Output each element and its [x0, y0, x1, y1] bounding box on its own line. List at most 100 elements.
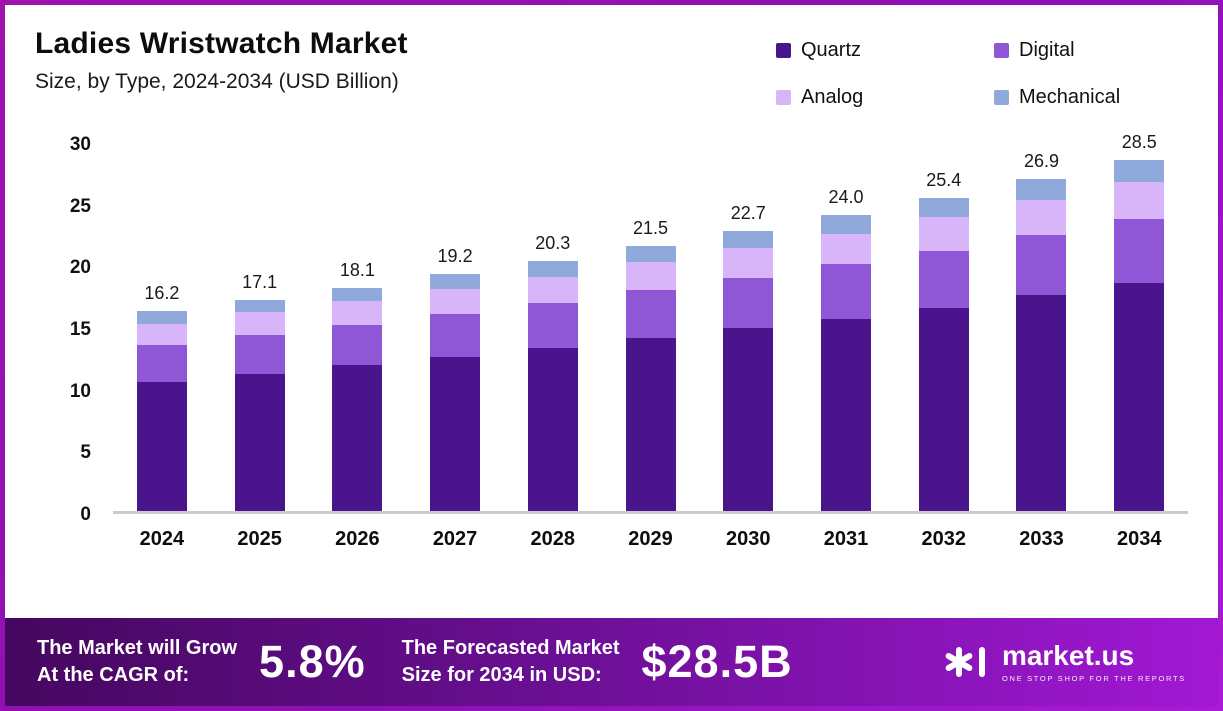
bar-column-2026: 18.1 — [308, 260, 406, 511]
bar-segment-digital[interactable] — [821, 264, 871, 319]
bar-total-label: 17.1 — [242, 272, 278, 293]
bar-segment-analog[interactable] — [723, 248, 774, 278]
bar-segment-quartz[interactable] — [332, 365, 383, 511]
bar-segment-digital[interactable] — [918, 250, 969, 308]
cagr-label-line2: At the CAGR of: — [37, 664, 190, 686]
bar-segment-quartz[interactable] — [625, 338, 676, 511]
legend-item-mechanical[interactable]: Mechanical — [994, 86, 1174, 109]
bar-segment-quartz[interactable] — [1114, 282, 1165, 511]
y-tick-label: 30 — [69, 134, 91, 155]
bar-segment-quartz[interactable] — [136, 381, 187, 511]
y-tick-label: 25 — [69, 195, 91, 217]
bar-segment-digital[interactable] — [1114, 218, 1165, 283]
bar-segment-digital[interactable] — [234, 334, 285, 375]
bar-segment-mechanical[interactable] — [821, 215, 871, 234]
legend-swatch-quartz — [776, 43, 791, 58]
forecast-value: $28.5B — [641, 636, 793, 687]
stacked-bar-2030[interactable] — [723, 231, 774, 511]
x-tick-label: 2031 — [823, 528, 869, 550]
legend-swatch-mechanical — [994, 90, 1009, 105]
stacked-bar-2031[interactable] — [821, 215, 871, 511]
stacked-bar-2032[interactable] — [918, 197, 969, 511]
bar-segment-mechanical[interactable] — [625, 245, 676, 262]
stacked-bar-2025[interactable] — [234, 300, 285, 511]
bar-segment-quartz[interactable] — [918, 307, 969, 511]
bar-segment-analog[interactable] — [234, 312, 285, 335]
bar-total-label: 18.1 — [339, 259, 375, 280]
bar-column-2034: 28.5 — [1090, 132, 1188, 511]
bar-column-2025: 17.1 — [211, 272, 309, 511]
x-tick-label: 2024 — [139, 528, 185, 550]
bar-segment-quartz[interactable] — [527, 348, 578, 511]
bar-total-label: 19.2 — [437, 246, 473, 267]
legend-item-analog[interactable]: Analog — [776, 86, 994, 109]
bar-segment-analog[interactable] — [625, 261, 676, 291]
stacked-bar-2027[interactable] — [430, 274, 481, 511]
bar-segment-mechanical[interactable] — [136, 311, 187, 324]
bar-segment-mechanical[interactable] — [430, 274, 481, 290]
x-tick-label: 2034 — [1116, 528, 1162, 550]
bar-segment-analog[interactable] — [136, 323, 187, 345]
bar-segment-digital[interactable] — [1016, 234, 1067, 296]
bar-segment-digital[interactable] — [527, 302, 578, 349]
bar-segment-analog[interactable] — [1114, 181, 1165, 219]
bar-segment-quartz[interactable] — [1016, 295, 1067, 511]
bar-total-label: 22.7 — [730, 203, 766, 224]
bar-segment-digital[interactable] — [625, 290, 676, 339]
chart-card: Ladies Wristwatch Market Size, by Type, … — [5, 5, 1218, 706]
marketus-logo-icon — [945, 647, 985, 677]
y-tick-label: 15 — [69, 319, 91, 340]
bar-segment-mechanical[interactable] — [332, 287, 383, 302]
bar-segment-digital[interactable] — [136, 344, 187, 382]
bar-column-2029: 21.5 — [602, 218, 700, 511]
stacked-bar-2033[interactable] — [1016, 179, 1067, 511]
stacked-bar-2024[interactable] — [136, 311, 187, 511]
legend-swatch-digital — [994, 43, 1009, 58]
chart-section: Ladies Wristwatch Market Size, by Type, … — [5, 5, 1218, 618]
bar-segment-analog[interactable] — [332, 301, 383, 325]
logo-tagline: ONE STOP SHOP FOR THE REPORTS — [1001, 673, 1186, 683]
bar-segment-analog[interactable] — [1016, 200, 1067, 235]
bar-column-2028: 20.3 — [504, 233, 602, 511]
forecast-label: The Forecasted Market Size for 2034 in U… — [402, 635, 620, 689]
bar-segment-mechanical[interactable] — [527, 260, 578, 277]
bar-segment-quartz[interactable] — [821, 318, 871, 511]
bar-segment-mechanical[interactable] — [723, 231, 774, 249]
legend-label: Analog — [801, 86, 864, 108]
stacked-bar-2034[interactable] — [1114, 159, 1165, 511]
bar-segment-digital[interactable] — [430, 313, 481, 357]
plot-area: 16.2 17.1 18.1 19.2 20.3 21.5 22.7 24.0 25.4 26.9… — [113, 132, 1188, 514]
bar-segment-mechanical[interactable] — [918, 197, 969, 218]
stacked-bar-2028[interactable] — [527, 260, 578, 511]
bar-segment-analog[interactable] — [821, 233, 871, 265]
bar-segment-quartz[interactable] — [430, 356, 481, 511]
bar-segment-digital[interactable] — [723, 277, 774, 329]
legend: Quartz Digital Analog Mechanical — [776, 39, 1174, 109]
stacked-bar-2026[interactable] — [332, 287, 383, 511]
x-tick-label: 2029 — [628, 528, 673, 550]
bar-total-label: 28.5 — [1121, 131, 1157, 152]
bar-column-2030: 22.7 — [699, 203, 797, 511]
bar-segment-mechanical[interactable] — [1016, 179, 1067, 201]
legend-label: Digital — [1019, 39, 1075, 61]
bar-column-2033: 26.9 — [993, 151, 1091, 511]
legend-item-digital[interactable]: Digital — [994, 39, 1174, 62]
legend-label: Quartz — [801, 39, 862, 61]
bar-segment-analog[interactable] — [430, 289, 481, 314]
bar-segment-mechanical[interactable] — [1114, 159, 1165, 182]
bar-segment-analog[interactable] — [527, 276, 578, 303]
bar-total-label: 21.5 — [633, 217, 669, 238]
bar-segment-mechanical[interactable] — [234, 300, 285, 313]
bar-segment-digital[interactable] — [332, 324, 383, 366]
x-axis: 2024 2025 2026 2027 2028 2029 2030 2031 2032 2033… — [113, 528, 1188, 551]
legend-item-quartz[interactable]: Quartz — [776, 39, 994, 62]
bar-segment-analog[interactable] — [918, 217, 969, 251]
logo-wordmark: market.us — [1001, 639, 1135, 671]
bar-segment-quartz[interactable] — [723, 328, 774, 511]
cagr-label: The Market will Grow At the CAGR of: — [37, 635, 237, 689]
bar-column-2024: 16.2 — [113, 283, 211, 511]
bar-segment-quartz[interactable] — [234, 374, 285, 511]
chart-subtitle: Size, by Type, 2024-2034 (USD Billion) — [35, 70, 399, 93]
stacked-bar-2029[interactable] — [625, 245, 676, 511]
x-tick-label: 2027 — [432, 528, 478, 550]
